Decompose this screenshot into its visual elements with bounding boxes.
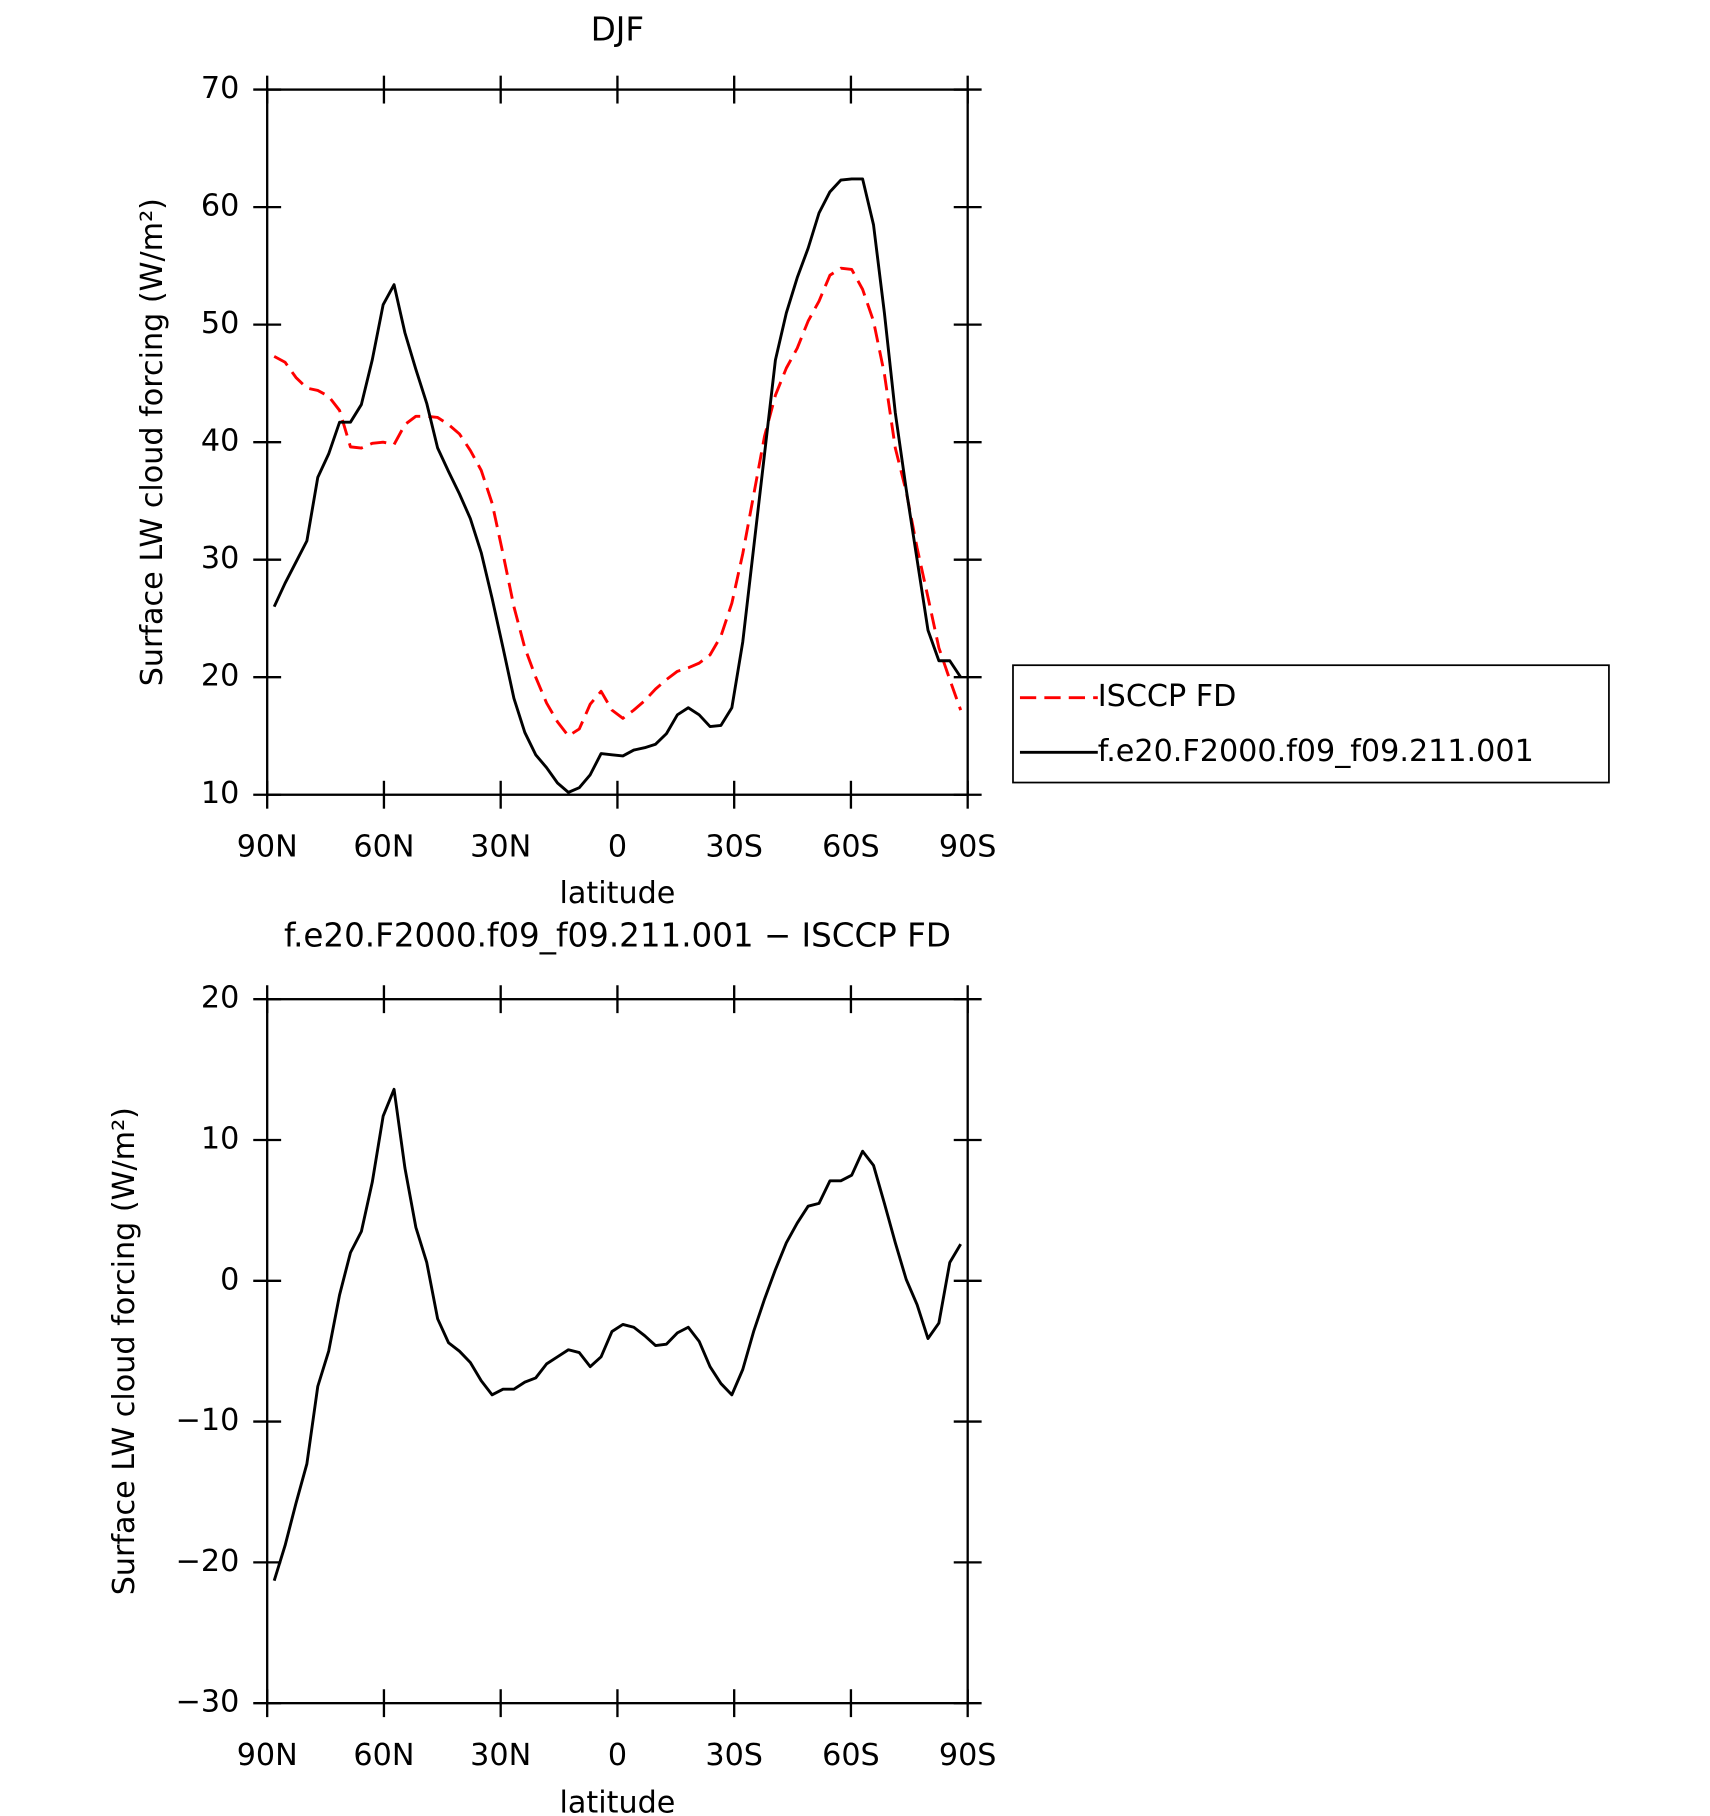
x-tick-label: 60S	[822, 830, 880, 865]
y-tick-label: −30	[176, 1685, 240, 1720]
x-tick-label: 30S	[705, 1738, 763, 1773]
legend-label: f.e20.F2000.f09_f09.211.001	[1098, 734, 1534, 769]
x-tick-label: 30N	[470, 1738, 531, 1773]
y-tick-label: 10	[201, 1121, 239, 1156]
x-tick-label: 60N	[353, 830, 414, 865]
x-tick-label: 90N	[237, 830, 298, 865]
x-tick-label: 90S	[939, 1738, 997, 1773]
x-tick-label: 60S	[822, 1738, 880, 1773]
x-tick-label: 0	[608, 1738, 627, 1773]
chart-title: DJF	[591, 11, 644, 49]
y-tick-label: 70	[201, 71, 239, 106]
y-tick-label: 30	[201, 541, 239, 576]
y-tick-label: 50	[201, 306, 239, 341]
chart-title: f.e20.F2000.f09_f09.211.001 − ISCCP FD	[284, 917, 951, 955]
x-axis-label: latitude	[560, 1786, 676, 1816]
y-tick-label: −20	[176, 1544, 240, 1579]
data-line	[272, 1087, 962, 1582]
y-tick-label: 10	[201, 776, 239, 811]
y-tick-label: 60	[201, 189, 239, 224]
x-tick-label: 60N	[353, 1738, 414, 1773]
x-tick-label: 90N	[237, 1738, 298, 1773]
x-tick-label: 30S	[705, 830, 763, 865]
legend-label: ISCCP FD	[1098, 679, 1237, 714]
x-axis-label: latitude	[560, 876, 676, 911]
legend-box	[1012, 664, 1610, 784]
data-line	[272, 177, 962, 794]
y-tick-label: −10	[176, 1403, 240, 1438]
data-line	[273, 266, 963, 738]
y-tick-label: 20	[201, 981, 239, 1016]
y-axis-label: Surface LW cloud forcing (W/m²)	[135, 198, 170, 686]
x-tick-label: 0	[608, 830, 627, 865]
plot-frame	[266, 998, 969, 1705]
x-tick-label: 90S	[939, 830, 997, 865]
y-tick-label: 40	[201, 424, 239, 459]
y-tick-label: 0	[220, 1262, 239, 1297]
y-tick-label: 20	[201, 659, 239, 694]
y-axis-label: Surface LW cloud forcing (W/m²)	[107, 1107, 142, 1595]
x-tick-label: 30N	[470, 830, 531, 865]
